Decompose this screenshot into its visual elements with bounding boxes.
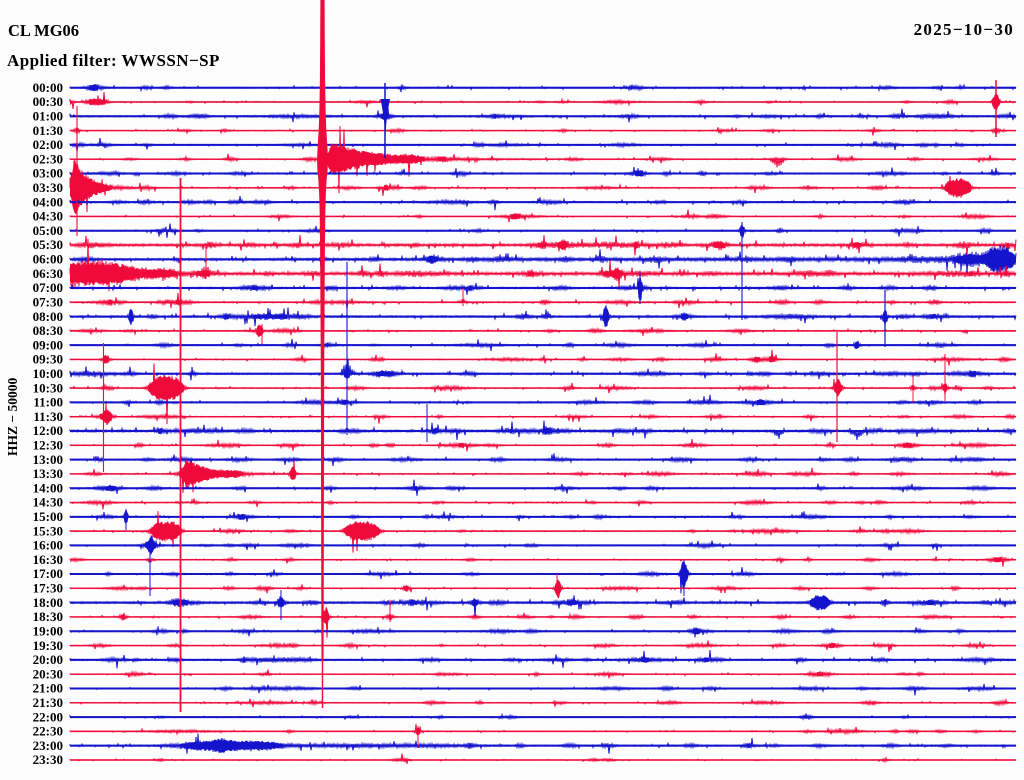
svg-text:17:30: 17:30 bbox=[33, 581, 63, 596]
svg-text:11:30: 11:30 bbox=[33, 409, 63, 424]
svg-text:02:30: 02:30 bbox=[33, 151, 63, 166]
svg-text:21:30: 21:30 bbox=[33, 695, 63, 710]
svg-text:21:00: 21:00 bbox=[33, 681, 63, 696]
svg-text:2025−10−30: 2025−10−30 bbox=[914, 20, 1014, 39]
svg-text:02:00: 02:00 bbox=[33, 137, 63, 152]
svg-text:06:30: 06:30 bbox=[33, 266, 63, 281]
svg-text:00:00: 00:00 bbox=[33, 80, 63, 95]
svg-text:07:30: 07:30 bbox=[33, 294, 63, 309]
svg-text:18:30: 18:30 bbox=[33, 609, 63, 624]
svg-text:Applied filter: WWSSN−SP: Applied filter: WWSSN−SP bbox=[7, 51, 220, 70]
svg-text:23:30: 23:30 bbox=[33, 752, 63, 767]
svg-text:13:00: 13:00 bbox=[33, 452, 63, 467]
svg-text:01:30: 01:30 bbox=[33, 123, 63, 138]
svg-text:22:00: 22:00 bbox=[33, 709, 63, 724]
svg-text:20:30: 20:30 bbox=[33, 666, 63, 681]
svg-text:00:30: 00:30 bbox=[33, 94, 63, 109]
svg-text:09:30: 09:30 bbox=[33, 352, 63, 367]
svg-text:12:30: 12:30 bbox=[33, 438, 63, 453]
svg-text:06:00: 06:00 bbox=[33, 252, 63, 267]
svg-text:22:30: 22:30 bbox=[33, 724, 63, 739]
svg-text:23:00: 23:00 bbox=[33, 738, 63, 753]
svg-text:04:00: 04:00 bbox=[33, 194, 63, 209]
svg-text:19:00: 19:00 bbox=[33, 623, 63, 638]
svg-text:01:00: 01:00 bbox=[33, 109, 63, 124]
svg-text:HHZ − 50000: HHZ − 50000 bbox=[5, 378, 20, 456]
svg-text:03:00: 03:00 bbox=[33, 166, 63, 181]
svg-text:04:30: 04:30 bbox=[33, 209, 63, 224]
svg-text:14:30: 14:30 bbox=[33, 495, 63, 510]
svg-text:16:00: 16:00 bbox=[33, 538, 63, 553]
svg-text:16:30: 16:30 bbox=[33, 552, 63, 567]
svg-text:14:00: 14:00 bbox=[33, 480, 63, 495]
svg-text:20:00: 20:00 bbox=[33, 652, 63, 667]
svg-text:15:30: 15:30 bbox=[33, 523, 63, 538]
svg-text:05:00: 05:00 bbox=[33, 223, 63, 238]
svg-text:CL MG06: CL MG06 bbox=[8, 21, 79, 40]
svg-text:12:00: 12:00 bbox=[33, 423, 63, 438]
svg-text:07:00: 07:00 bbox=[33, 280, 63, 295]
svg-text:09:00: 09:00 bbox=[33, 337, 63, 352]
svg-text:03:30: 03:30 bbox=[33, 180, 63, 195]
svg-text:08:00: 08:00 bbox=[33, 309, 63, 324]
svg-text:10:00: 10:00 bbox=[33, 366, 63, 381]
svg-text:10:30: 10:30 bbox=[33, 380, 63, 395]
svg-text:18:00: 18:00 bbox=[33, 595, 63, 610]
svg-text:17:00: 17:00 bbox=[33, 566, 63, 581]
svg-text:11:00: 11:00 bbox=[33, 395, 63, 410]
svg-text:08:30: 08:30 bbox=[33, 323, 63, 338]
svg-text:15:00: 15:00 bbox=[33, 509, 63, 524]
svg-text:13:30: 13:30 bbox=[33, 466, 63, 481]
svg-text:19:30: 19:30 bbox=[33, 638, 63, 653]
svg-text:05:30: 05:30 bbox=[33, 237, 63, 252]
